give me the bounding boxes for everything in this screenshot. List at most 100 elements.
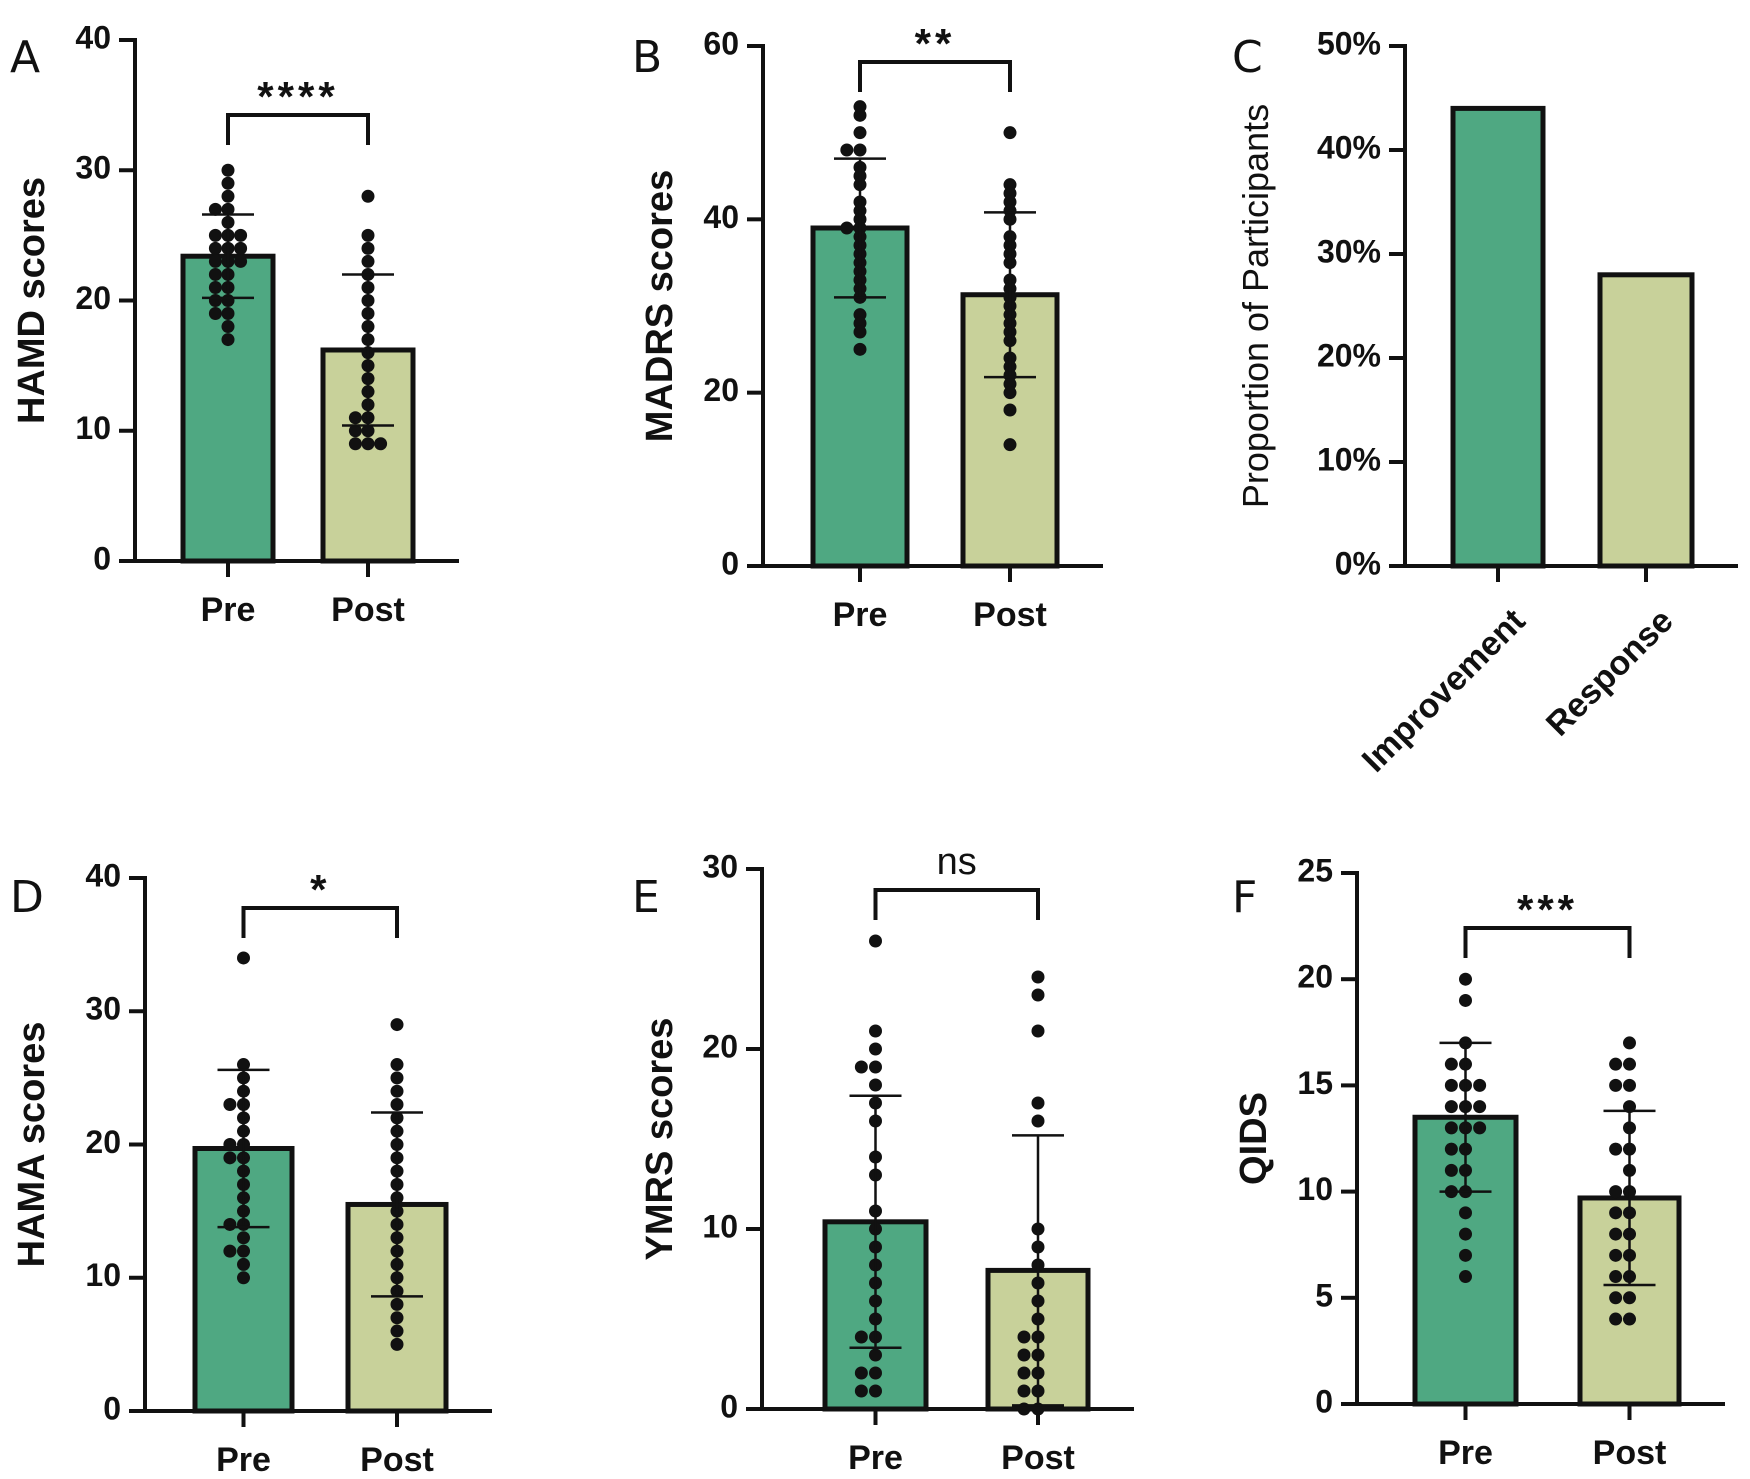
data-point — [1609, 1291, 1623, 1305]
data-point — [348, 424, 362, 438]
y-tick-label: 0 — [103, 1390, 121, 1426]
data-point — [221, 163, 235, 177]
panel-letter: E — [632, 872, 660, 923]
data-point — [1003, 403, 1017, 417]
data-point — [390, 1018, 404, 1032]
data-point — [854, 1366, 868, 1380]
data-point — [1003, 126, 1017, 140]
panel-a-hamd: A HAMD scores 0 10 20 30 40 Pre Post **** — [10, 19, 459, 629]
y-axis-label: YMRS scores — [639, 1018, 681, 1261]
data-point — [1473, 1078, 1487, 1092]
data-point — [854, 1330, 868, 1344]
data-point — [374, 437, 388, 451]
data-point — [221, 307, 235, 321]
x-tick-label: Pre — [848, 1439, 903, 1477]
bar-response — [1597, 272, 1695, 569]
panel-letter: A — [10, 32, 40, 83]
panel-c-proportion: C Proportion of Participants 0% 10% 20% 30% 40… — [1232, 25, 1738, 780]
panel-letter: D — [10, 872, 44, 923]
data-point — [1444, 1100, 1458, 1114]
significance-label: * — [310, 866, 330, 913]
data-point — [1031, 1024, 1045, 1038]
data-point — [208, 280, 222, 294]
y-tick-label: 0 — [93, 540, 111, 576]
y-tick-label: 30% — [1317, 233, 1381, 269]
data-point — [390, 1084, 404, 1098]
data-point — [223, 1098, 237, 1112]
significance-label: **** — [257, 73, 338, 120]
data-point — [869, 1060, 882, 1074]
data-point — [237, 1058, 250, 1072]
data-point — [221, 333, 235, 347]
data-point — [348, 411, 362, 425]
data-point — [237, 951, 250, 965]
data-point — [1444, 1078, 1458, 1092]
y-axis-label: QIDS — [1233, 1092, 1275, 1185]
data-point — [1473, 1121, 1487, 1135]
y-tick-label: 10 — [85, 1257, 121, 1293]
data-point — [390, 1058, 404, 1072]
data-point — [1459, 1248, 1472, 1262]
y-tick-label: 40 — [75, 19, 111, 55]
data-point — [1623, 1312, 1636, 1326]
data-point — [390, 1297, 404, 1311]
x-tick-label: Post — [360, 1441, 434, 1479]
data-point — [223, 1151, 237, 1165]
y-tick-label: 0 — [1315, 1383, 1333, 1419]
data-point — [221, 202, 235, 216]
panel-d-hama: D HAMA scores 0 10 20 30 40 Pre Post * — [10, 857, 492, 1479]
data-point — [1459, 1270, 1472, 1284]
data-point — [390, 1098, 404, 1112]
significance-bracket — [241, 906, 399, 938]
data-point — [1017, 1348, 1031, 1362]
data-point — [390, 1337, 404, 1351]
y-tick-label: 20 — [703, 372, 739, 408]
data-point — [223, 1138, 237, 1151]
data-point — [1031, 1096, 1045, 1110]
data-point — [237, 1257, 250, 1271]
y-axis-label: HAMD scores — [11, 177, 53, 424]
data-point — [869, 1366, 882, 1380]
bar-pre — [180, 253, 276, 564]
y-tick-label: 30 — [702, 848, 738, 884]
x-tick-label: Pre — [1438, 1434, 1493, 1472]
panel-letter: C — [1232, 32, 1263, 83]
data-point — [854, 1384, 868, 1398]
y-tick-label: 40 — [703, 199, 739, 235]
data-point — [1609, 1312, 1623, 1326]
x-tick-label: Pre — [216, 1441, 271, 1479]
data-point — [1017, 1330, 1031, 1344]
data-point — [361, 228, 375, 242]
data-point — [237, 1244, 250, 1258]
significance-bracket — [858, 60, 1012, 92]
data-point — [1444, 1142, 1458, 1156]
data-point — [208, 267, 222, 281]
data-point — [361, 437, 375, 451]
data-point — [1459, 993, 1472, 1007]
x-tick-label: Post — [331, 591, 405, 629]
x-tick-label: Post — [1001, 1439, 1075, 1477]
panel-b-madrs: B MADRS scores 0 20 40 60 Pre Post ** — [632, 20, 1103, 634]
data-point — [223, 1217, 237, 1231]
data-point — [1459, 1227, 1472, 1241]
y-tick-label: 20 — [702, 1028, 738, 1064]
y-tick-label: 5 — [1315, 1277, 1333, 1313]
data-point — [361, 189, 375, 203]
bar-improvement — [1450, 105, 1546, 569]
y-tick-label: 10 — [1297, 1171, 1333, 1207]
data-point — [840, 221, 854, 235]
data-point — [237, 1231, 250, 1245]
significance-bracket — [1463, 926, 1632, 958]
data-point — [1609, 1057, 1623, 1071]
significance-bracket — [873, 888, 1040, 920]
y-tick-label: 20 — [75, 280, 111, 316]
data-point — [1609, 1227, 1623, 1241]
data-point — [361, 254, 375, 268]
y-tick-label: 20 — [1297, 959, 1333, 995]
y-tick-label: 40 — [85, 857, 121, 893]
data-point — [1031, 1114, 1045, 1128]
data-point — [1444, 1163, 1458, 1177]
y-tick-label: 15 — [1297, 1065, 1333, 1101]
panel-letter: B — [632, 32, 662, 83]
panel-f-qids: F QIDS 0 5 10 15 20 25 Pre Post *** — [1232, 852, 1725, 1472]
